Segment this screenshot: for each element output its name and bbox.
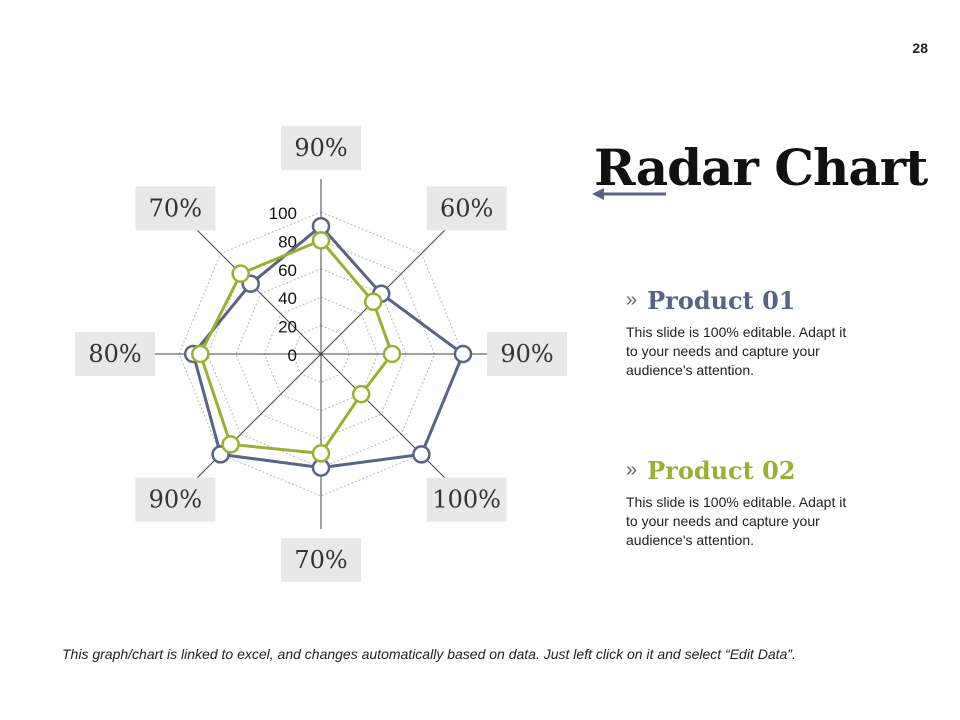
axis-label: 70% — [149, 194, 202, 222]
axis-label-box — [135, 477, 216, 522]
series-2-point[interactable] — [191, 344, 210, 364]
axis-label-box — [426, 186, 507, 231]
series-2-point[interactable] — [231, 264, 250, 283]
series-2-point[interactable] — [221, 435, 240, 454]
slide-title: Radar Chart — [594, 138, 928, 197]
axis-label-box — [281, 126, 361, 170]
double-chevron-icon: » — [626, 459, 638, 481]
tick-label: 80 — [278, 232, 297, 251]
series-2-point[interactable] — [311, 444, 331, 463]
series-1-point[interactable] — [453, 344, 473, 364]
axis-label: 70% — [294, 546, 347, 574]
product-02-heading: » Product 02 — [626, 456, 856, 485]
product-02-block: » Product 02 This slide is 100% editable… — [626, 456, 856, 550]
axis-label: 90% — [294, 134, 347, 162]
page-number: 28 — [912, 40, 928, 56]
product-01-name: Product 01 — [647, 286, 796, 315]
axis-label: 80% — [88, 340, 141, 368]
product-02-name: Product 02 — [647, 456, 796, 485]
series-2-point[interactable] — [311, 231, 331, 250]
axis-line — [196, 229, 322, 355]
grid-ring — [178, 211, 464, 497]
tick-label: 60 — [278, 261, 297, 280]
product-01-block: » Product 01 This slide is 100% editable… — [626, 286, 856, 380]
double-chevron-icon: » — [626, 289, 638, 311]
footer-note: This graph/chart is linked to excel, and… — [62, 646, 796, 662]
axis-label-box — [426, 477, 507, 522]
product-01-description: This slide is 100% editable. Adapt it to… — [626, 324, 847, 378]
series-2-point[interactable] — [363, 292, 383, 312]
series-2-point[interactable] — [351, 384, 371, 404]
axis-label-box — [75, 332, 155, 376]
axis-label: 100% — [432, 486, 501, 514]
axis-label-box — [487, 332, 567, 376]
axis-label: 90% — [149, 486, 202, 514]
axis-label: 60% — [440, 194, 493, 222]
radar-chart[interactable]: 0 20 40 60 80 100 90% 60% 90% 100% 70% 90% 80% 70% — [0, 0, 600, 720]
axis-label-box — [281, 538, 361, 582]
tick-label: 40 — [278, 289, 297, 308]
tick-label: 0 — [288, 346, 297, 365]
arrow-left-icon — [592, 188, 666, 200]
axis-label-box — [135, 186, 216, 231]
series-2-point[interactable] — [382, 344, 402, 364]
tick-label: 20 — [278, 318, 297, 337]
product-02-description: This slide is 100% editable. Adapt it to… — [626, 494, 847, 548]
product-01-heading: » Product 01 — [626, 286, 856, 315]
grid-ring — [292, 325, 350, 383]
series-1-point[interactable] — [412, 445, 431, 464]
axis-label: 90% — [500, 340, 553, 368]
tick-label: 100 — [269, 204, 297, 223]
